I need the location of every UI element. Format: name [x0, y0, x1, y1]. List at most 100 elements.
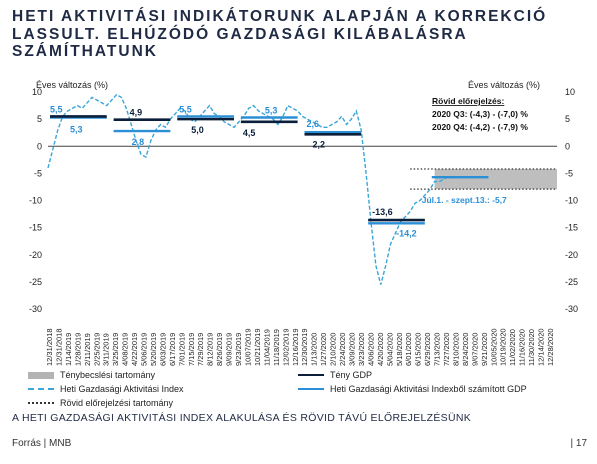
x-tick-label-30: 2/10/2020	[329, 333, 338, 366]
gdp-value-label-0: 5,5	[50, 104, 63, 114]
x-tick-label-45: 9/07/2020	[470, 333, 479, 366]
x-tick-label-31: 2/24/2020	[338, 333, 347, 366]
x-tick-label-40: 6/29/2020	[423, 333, 432, 366]
x-tick-label-26: 12/16/2019	[291, 328, 300, 366]
x-tick-label-3: 1/28/2019	[73, 333, 82, 366]
forecast-range-band	[434, 169, 557, 190]
page-number: | 17	[570, 438, 588, 449]
legend-item-index: Heti Gazdasági Aktivitási Index	[28, 384, 184, 394]
x-tick-label-39: 6/15/2020	[414, 333, 423, 366]
y-tick-right-0: 10	[565, 87, 575, 97]
x-tick-label-28: 1/13/2020	[310, 333, 319, 366]
y-tick-left-7: -25	[29, 277, 42, 287]
legend-forecast-swatch	[28, 402, 54, 404]
x-tick-label-35: 4/20/2020	[376, 333, 385, 366]
x-tick-label-14: 7/01/2019	[177, 333, 186, 366]
index-gdp-value-label-2: 5,5	[179, 104, 192, 114]
y-tick-right-8: -30	[565, 304, 578, 314]
x-tick-label-17: 8/12/2019	[206, 333, 215, 366]
legend-item-index-gdp: Heti Gazdasági Aktivitási Indexből számí…	[298, 384, 527, 394]
forecast-q4: 2020 Q4: (-4,2) - (-7,9) %	[432, 122, 528, 132]
y-axis-title-right: Éves változás (%)	[468, 80, 540, 90]
x-tick-label-34: 4/06/2020	[366, 333, 375, 366]
x-tick-label-23: 11/04/2019	[262, 329, 271, 366]
source-note: Forrás | MNB	[12, 438, 72, 449]
x-tick-label-37: 5/18/2020	[395, 333, 404, 366]
gdp-value-label-5: -13,6	[372, 207, 393, 217]
legend-label-index: Heti Gazdasági Aktivitási Index	[60, 384, 184, 394]
gdp-value-label-4: 2,2	[313, 139, 326, 149]
x-tick-label-50: 11/16/2020	[518, 329, 527, 366]
legend-label-gdp: Tény GDP	[330, 370, 373, 380]
y-tick-right-1: 5	[565, 114, 570, 124]
x-tick-label-25: 12/02/2019	[281, 328, 290, 366]
y-tick-left-3: -5	[34, 168, 42, 178]
y-tick-right-7: -25	[565, 277, 578, 287]
y-tick-right-5: -15	[565, 223, 578, 233]
y-axis-title-left: Éves változás (%)	[36, 80, 108, 90]
legend-label-forecast-range: Rövid előrejelzési tartomány	[60, 398, 174, 408]
legend-gdp-swatch	[298, 374, 324, 376]
index-gdp-value-label-5: -14,2	[396, 228, 417, 238]
x-tick-label-41: 7/13/2020	[433, 333, 442, 366]
x-tick-label-16: 7/29/2019	[196, 333, 205, 366]
gdp-value-label-1: 4,9	[130, 108, 143, 118]
x-tick-label-36: 5/04/2020	[385, 333, 394, 366]
x-tick-label-24: 11/18/2019	[272, 329, 281, 366]
x-tick-label-29: 1/27/2020	[319, 333, 328, 366]
x-tick-label-27: 12/30/2019	[300, 328, 309, 366]
y-tick-left-1: 5	[37, 114, 42, 124]
x-tick-label-47: 10/05/2020	[489, 328, 498, 366]
y-tick-left-5: -15	[29, 223, 42, 233]
legend-item-gdp: Tény GDP	[298, 370, 372, 380]
series-weekly-index	[47, 93, 455, 285]
legend-item-forecast-range: Rövid előrejelzési tartomány	[28, 398, 173, 408]
y-tick-right-3: -5	[565, 168, 573, 178]
x-tick-label-9: 4/22/2019	[130, 333, 139, 366]
legend-range-swatch	[28, 371, 54, 379]
x-tick-label-15: 7/15/2019	[187, 333, 196, 366]
y-tick-left-6: -20	[29, 250, 42, 260]
legend-index-swatch	[28, 388, 54, 390]
index-gdp-value-label-3: 5,3	[265, 105, 278, 115]
legend-index-gdp-swatch	[298, 388, 324, 390]
y-tick-right-4: -10	[565, 196, 578, 206]
y-tick-left-0: 10	[32, 87, 42, 97]
x-tick-label-46: 9/21/2020	[480, 333, 489, 366]
x-tick-label-32: 3/09/2020	[347, 333, 356, 366]
y-tick-left-4: -10	[29, 196, 42, 206]
y-tick-left-8: -30	[29, 304, 42, 314]
x-tick-label-22: 10/21/2019	[253, 328, 262, 366]
x-tick-label-52: 12/14/2020	[537, 328, 546, 366]
x-tick-label-13: 6/17/2019	[168, 333, 177, 366]
x-tick-label-6: 3/11/2019	[102, 333, 111, 366]
x-tick-label-10: 5/06/2019	[140, 333, 149, 366]
x-tick-label-20: 9/23/2019	[234, 333, 243, 366]
index-gdp-value-label-6: Júl.1. - szept.13.: -5,7	[422, 195, 507, 205]
legend-label-range: Ténybecslési tartomány	[60, 370, 156, 380]
x-tick-label-33: 3/23/2020	[357, 333, 366, 366]
x-tick-label-49: 11/02/2020	[508, 329, 517, 366]
x-tick-label-43: 8/10/2020	[451, 333, 460, 366]
x-tick-label-1: 12/31/2018	[54, 328, 63, 366]
index-gdp-value-label-0: 5,3	[70, 124, 83, 134]
x-tick-label-38: 6/01/2020	[404, 333, 413, 366]
x-tick-label-8: 4/08/2019	[121, 333, 130, 366]
index-gdp-value-label-4: 2,6	[307, 119, 320, 129]
legend-item-range: Ténybecslési tartomány	[28, 370, 155, 380]
y-tick-left-2: 0	[37, 141, 42, 151]
x-tick-label-7: 3/25/2019	[111, 333, 120, 366]
forecast-q3: 2020 Q3: (-4,3) - (-7,0) %	[432, 109, 528, 119]
x-tick-label-4: 2/11/2019	[83, 333, 92, 366]
x-tick-label-48: 10/19/2020	[499, 328, 508, 366]
x-tick-label-5: 2/25/2019	[92, 333, 101, 366]
x-tick-label-42: 7/27/2020	[442, 333, 451, 366]
y-tick-right-6: -20	[565, 250, 578, 260]
chart-caption: A HETI GAZDASÁGI AKTIVITÁSI INDEX ALAKUL…	[12, 412, 472, 424]
forecast-title: Rövid előrejelzés:	[432, 96, 504, 106]
x-tick-label-2: 1/14/2019	[64, 333, 73, 366]
index-gdp-value-label-1: 2,8	[132, 137, 145, 147]
gdp-value-label-3: 4,5	[243, 128, 256, 138]
y-tick-right-2: 0	[565, 141, 570, 151]
